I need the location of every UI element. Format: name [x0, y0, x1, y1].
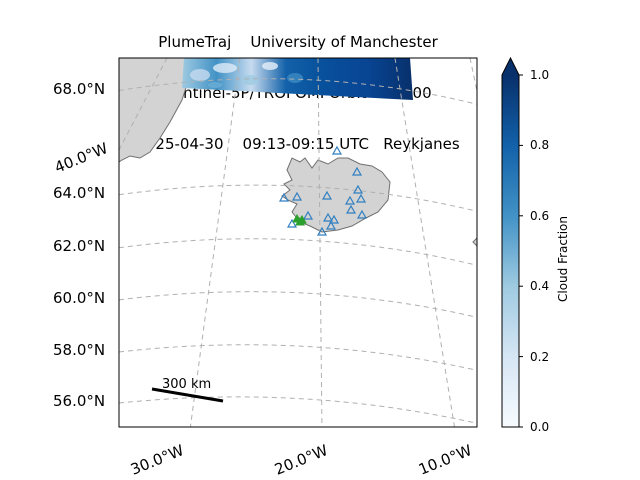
- lat-label-62: 62.0°N: [53, 237, 106, 255]
- latitude-gridlines: [119, 78, 477, 424]
- scale-bar: [151, 387, 224, 403]
- colorbar-tick: 0.0: [530, 420, 550, 434]
- lat-label-68: 68.0°N: [53, 80, 106, 98]
- volcano-marker: [355, 193, 367, 203]
- colorbar-tick: 0.6: [530, 209, 550, 223]
- colorbar-tick: 0.8: [530, 138, 550, 152]
- volcano-marker: [325, 220, 337, 230]
- volcano-marker: [302, 210, 314, 220]
- volcano-marker: [321, 190, 333, 200]
- lat-label-58: 58.0°N: [53, 341, 106, 359]
- title-line-1: PlumeTraj University of Manchester: [158, 33, 438, 51]
- source-marker: [297, 214, 307, 224]
- lat-label-56: 56.0°N: [53, 392, 106, 410]
- title-line-3: 2025-04-30 09:13-09:15 UTC Reykjanes: [136, 135, 460, 153]
- scale-bar-label: 300 km: [162, 377, 212, 392]
- volcano-marker: [316, 226, 328, 236]
- map-frame: [118, 57, 478, 428]
- coast-fragment: [472, 237, 477, 247]
- volcano-marker: [345, 204, 357, 214]
- volcano-marker: [331, 145, 343, 155]
- volcano-marker: [322, 212, 334, 222]
- volcano-markers: [278, 145, 368, 236]
- volcano-marker: [351, 166, 363, 176]
- volcano-marker: [352, 184, 364, 194]
- map-area: [119, 58, 477, 427]
- volcano-marker: [286, 218, 298, 228]
- volcano-marker: [328, 214, 340, 224]
- colorbar: [501, 56, 523, 428]
- longitude-gridlines: [119, 58, 477, 427]
- source-markers: [292, 213, 307, 226]
- lat-label-64: 64.0°N: [53, 184, 106, 202]
- cloud-fraction-swath: [182, 58, 413, 100]
- colorbar-label: Cloud Fraction: [556, 216, 570, 302]
- lat-label-60: 60.0°N: [53, 289, 106, 307]
- volcano-marker: [278, 192, 290, 202]
- colorbar-tick: 1.0: [530, 68, 550, 82]
- colorbar-extend-arrow: [502, 58, 519, 75]
- greenland-landmass: [119, 58, 195, 163]
- volcano-marker: [291, 191, 303, 201]
- colorbar-tick: 0.2: [530, 350, 550, 364]
- volcano-marker: [344, 195, 356, 205]
- colorbar-tick: 0.4: [530, 279, 550, 293]
- volcano-marker: [356, 209, 368, 219]
